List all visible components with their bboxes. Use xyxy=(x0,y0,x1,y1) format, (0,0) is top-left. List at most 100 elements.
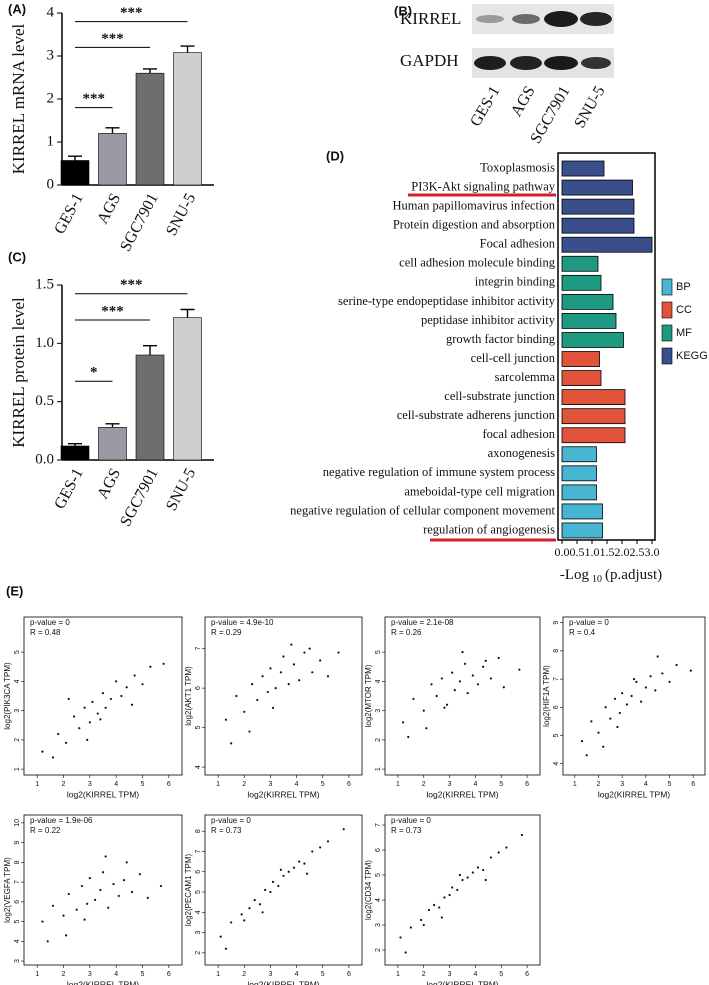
x-tick-label: 2 xyxy=(62,781,66,788)
y-tick-label: 4 xyxy=(195,765,202,769)
significance: * xyxy=(90,365,98,381)
point xyxy=(463,662,467,665)
x-tick-label: 4 xyxy=(473,971,477,978)
point xyxy=(453,689,456,692)
point xyxy=(141,683,144,686)
bar xyxy=(98,427,127,461)
x-axis-title: log2(KIRREL TPM) xyxy=(426,979,498,985)
point xyxy=(122,879,126,882)
point xyxy=(466,876,469,879)
point xyxy=(57,732,60,736)
point xyxy=(412,697,415,701)
annotation: R = 0.22 xyxy=(30,826,61,835)
significance: *** xyxy=(101,303,124,319)
point xyxy=(230,742,233,745)
point xyxy=(632,677,636,681)
point xyxy=(258,903,262,906)
x-tick-label: 5 xyxy=(141,971,145,978)
row-label: KIRREL xyxy=(400,9,461,28)
point xyxy=(502,686,505,689)
annotation: R = 0.73 xyxy=(391,826,422,835)
x-tick-label: 3 xyxy=(448,781,452,788)
point xyxy=(287,683,290,686)
panel-label: (D) xyxy=(326,148,344,163)
category-label: sarcolemma xyxy=(495,370,556,384)
point xyxy=(518,668,521,671)
x-tick-label: 2 xyxy=(242,781,246,788)
band xyxy=(581,57,611,69)
category-label: regulation of angiogenesis xyxy=(423,522,555,536)
y-tick-label: 5 xyxy=(195,726,202,730)
x-tick-label: 4 xyxy=(295,971,299,978)
x-tick-label: AGS xyxy=(94,191,124,227)
point xyxy=(476,683,480,686)
point xyxy=(484,659,487,662)
band xyxy=(476,15,504,23)
point xyxy=(62,914,65,917)
y-tick-label: 2 xyxy=(375,948,382,952)
annotation: R = 0.29 xyxy=(211,628,242,637)
plot-frame xyxy=(562,616,706,776)
y-tick-label: 0 xyxy=(47,176,55,192)
bar xyxy=(173,317,202,461)
point xyxy=(458,680,462,683)
legend-label: CC xyxy=(676,304,692,316)
point xyxy=(94,898,97,901)
point xyxy=(51,904,55,907)
y-tick-label: 1.0 xyxy=(35,335,54,351)
point xyxy=(319,659,322,662)
bar xyxy=(135,72,165,186)
annotation: p-value = 4.9e-10 xyxy=(211,618,274,627)
point xyxy=(67,892,70,896)
x-tick-label: SNU-5 xyxy=(163,466,199,514)
y-tick-label: 5 xyxy=(195,890,202,894)
point xyxy=(101,871,105,874)
x-tick-label: 1 xyxy=(396,971,400,978)
point xyxy=(146,896,149,899)
y-tick-label: 3 xyxy=(14,709,21,713)
point xyxy=(602,745,605,748)
category-label: Toxoplasmosis xyxy=(480,160,555,174)
point xyxy=(261,911,264,914)
point xyxy=(425,727,428,730)
annotation: p-value = 0 xyxy=(30,618,70,627)
x-tick-label: 3 xyxy=(88,971,92,978)
point xyxy=(277,884,280,888)
point xyxy=(407,735,410,739)
point xyxy=(41,920,44,923)
point xyxy=(613,697,617,700)
x-tick-label: 3 xyxy=(448,971,452,978)
x-tick-label: 3 xyxy=(88,781,92,788)
bar xyxy=(561,427,626,444)
point xyxy=(409,926,412,929)
x-tick-label: 1 xyxy=(216,971,220,978)
x-tick-label: 4 xyxy=(114,971,118,978)
category-label: cell-cell junction xyxy=(471,351,556,365)
category-label: cell adhesion molecule binding xyxy=(399,256,556,270)
x-tick-label: 2.5 xyxy=(630,545,645,559)
point xyxy=(88,721,91,724)
bar xyxy=(135,354,165,461)
category-label: Protein digestion and absorption xyxy=(393,218,556,232)
point xyxy=(271,880,275,883)
point xyxy=(149,665,152,668)
point xyxy=(445,703,449,706)
annotation: R = 0.48 xyxy=(30,628,61,637)
y-tick-label: 7 xyxy=(375,823,382,827)
bar xyxy=(60,160,90,186)
x-tick-label: 3 xyxy=(268,781,272,788)
bar xyxy=(561,179,633,196)
x-axis-title-part: (p.adjust) xyxy=(605,567,662,583)
point xyxy=(86,738,89,741)
point xyxy=(435,694,438,698)
point xyxy=(117,894,120,898)
y-tick-label: 4 xyxy=(14,939,21,943)
legend-swatch xyxy=(661,347,673,365)
point xyxy=(311,850,314,853)
error-bar xyxy=(105,423,120,428)
point xyxy=(597,731,600,734)
annotation: p-value = 2.1e-08 xyxy=(391,618,454,627)
point xyxy=(269,890,272,894)
point xyxy=(109,697,112,701)
